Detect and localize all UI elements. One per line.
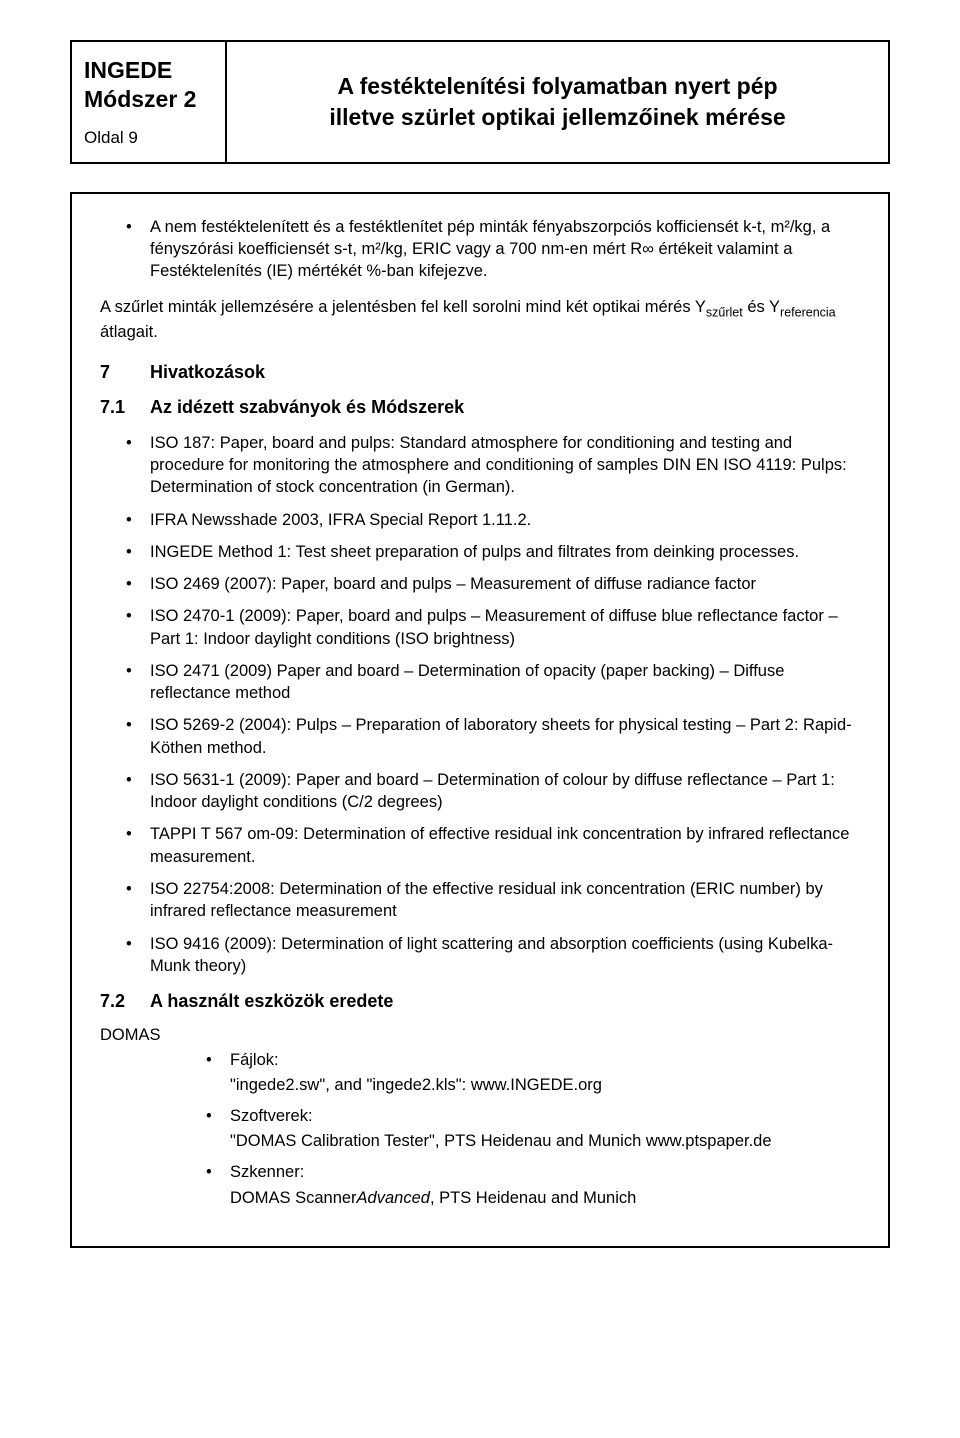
domas-software-item: Szoftverek: "DOMAS Calibration Tester", … <box>230 1105 860 1153</box>
reference-item: ISO 22754:2008: Determination of the eff… <box>150 878 860 923</box>
header-left-cell: INGEDE Módszer 2 Oldal 9 <box>71 41 226 163</box>
section-7-2-num: 7.2 <box>100 991 150 1012</box>
section-7-1-num: 7.1 <box>100 397 150 418</box>
section-7-2-title: A használt eszközök eredete <box>150 991 393 1012</box>
domas-scanner-value: DOMAS ScannerAdvanced, PTS Heidenau and … <box>230 1187 860 1210</box>
reference-item: ISO 2469 (2007): Paper, board and pulps … <box>150 573 860 595</box>
domas-scanner-prefix: DOMAS Scanner <box>230 1189 357 1207</box>
header-title-cell: A festéktelenítési folyamatban nyert pép… <box>226 41 889 163</box>
section-7-2-heading: 7.2 A használt eszközök eredete <box>100 991 860 1012</box>
domas-scanner-suffix: , PTS Heidenau and Munich <box>430 1189 636 1207</box>
reference-item: ISO 2470-1 (2009): Paper, board and pulp… <box>150 605 860 650</box>
filtrate-sub2: referencia <box>780 306 836 320</box>
content-box: A nem festéktelenített és a festéktlenít… <box>70 192 890 1248</box>
page-number-label: Oldal 9 <box>84 128 213 148</box>
filtrate-sub1: szűrlet <box>706 306 743 320</box>
reference-item: ISO 187: Paper, board and pulps: Standar… <box>150 432 860 499</box>
doc-title-line2: illetve szürlet optikai jellemzőinek mér… <box>245 102 870 133</box>
domas-files-value: "ingede2.sw", and "ingede2.kls": www.ING… <box>230 1074 860 1097</box>
domas-list: Fájlok: "ingede2.sw", and "ingede2.kls":… <box>100 1049 860 1210</box>
filtrate-text-before: A szűrlet minták jellemzésére a jelentés… <box>100 298 706 316</box>
section-7-heading: 7 Hivatkozások <box>100 362 860 383</box>
method-label: Módszer 2 <box>84 85 213 114</box>
domas-scanner-italic: Advanced <box>357 1189 430 1207</box>
top-bullet-item: A nem festéktelenített és a festéktlenít… <box>150 216 860 283</box>
filtrate-paragraph: A szűrlet minták jellemzésére a jelentés… <box>100 296 860 343</box>
reference-item: TAPPI T 567 om-09: Determination of effe… <box>150 823 860 868</box>
top-bullet-list: A nem festéktelenített és a festéktlenít… <box>100 216 860 283</box>
reference-item: ISO 2471 (2009) Paper and board – Determ… <box>150 660 860 705</box>
header-table: INGEDE Módszer 2 Oldal 9 A festéktelenít… <box>70 40 890 164</box>
filtrate-text-mid: és Y <box>743 298 780 316</box>
section-7-num: 7 <box>100 362 150 383</box>
filtrate-text-after: átlagait. <box>100 323 158 341</box>
domas-label: DOMAS <box>100 1026 860 1045</box>
section-7-1-heading: 7.1 Az idézett szabványok és Módszerek <box>100 397 860 418</box>
org-name: INGEDE <box>84 56 213 85</box>
reference-item: IFRA Newsshade 2003, IFRA Special Report… <box>150 509 860 531</box>
reference-item: INGEDE Method 1: Test sheet preparation … <box>150 541 860 563</box>
domas-files-label: Fájlok: <box>230 1051 279 1069</box>
domas-software-value: "DOMAS Calibration Tester", PTS Heidenau… <box>230 1130 860 1153</box>
domas-files-item: Fájlok: "ingede2.sw", and "ingede2.kls":… <box>230 1049 860 1097</box>
section-7-1-title: Az idézett szabványok és Módszerek <box>150 397 464 418</box>
reference-item: ISO 5631-1 (2009): Paper and board – Det… <box>150 769 860 814</box>
reference-item: ISO 9416 (2009): Determination of light … <box>150 933 860 978</box>
reference-item: ISO 5269-2 (2004): Pulps – Preparation o… <box>150 714 860 759</box>
domas-scanner-label: Szkenner: <box>230 1163 304 1181</box>
references-list: ISO 187: Paper, board and pulps: Standar… <box>100 432 860 977</box>
document-page: INGEDE Módszer 2 Oldal 9 A festéktelenít… <box>0 0 960 1438</box>
domas-scanner-item: Szkenner: DOMAS ScannerAdvanced, PTS Hei… <box>230 1161 860 1209</box>
section-7-title: Hivatkozások <box>150 362 265 383</box>
domas-software-label: Szoftverek: <box>230 1107 313 1125</box>
doc-title-line1: A festéktelenítési folyamatban nyert pép <box>245 71 870 102</box>
